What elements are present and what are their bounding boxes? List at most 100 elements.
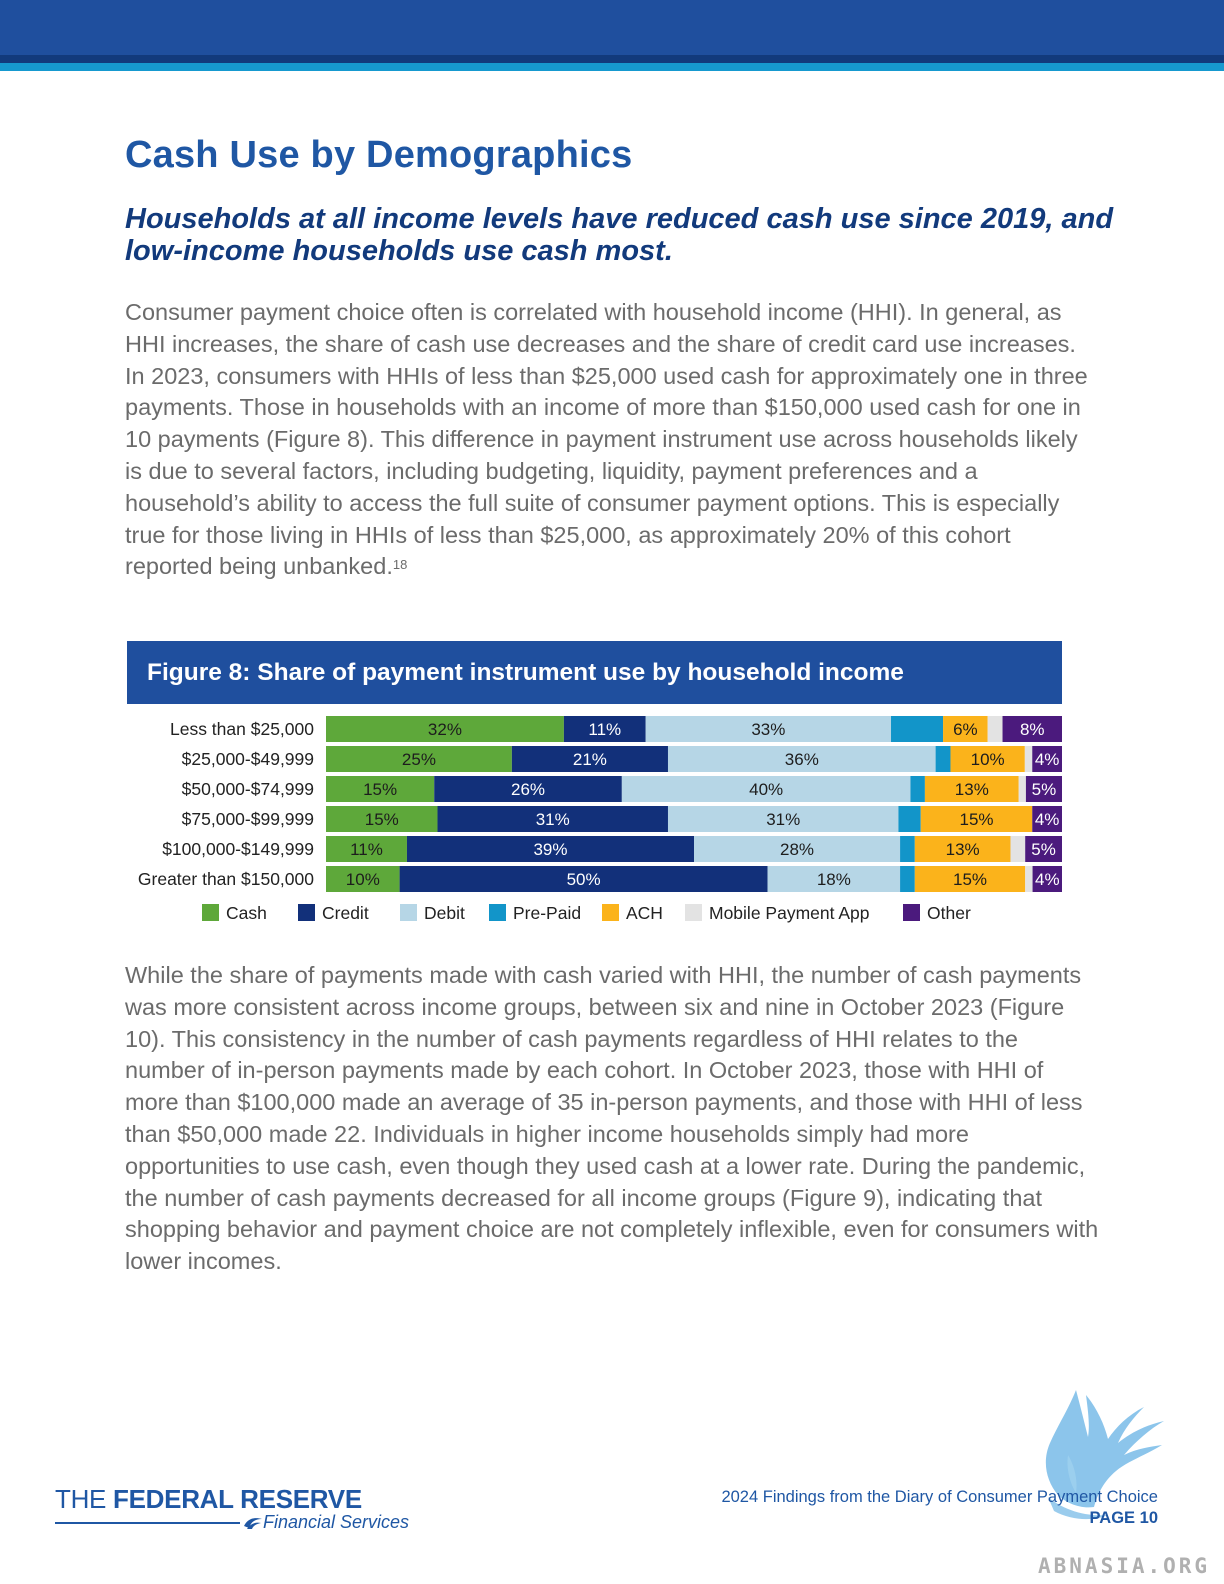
bar-label-credit-4: 39% [533, 840, 567, 859]
bar-label-ach-5: 15% [953, 870, 987, 889]
bar-ach-3 [920, 806, 1033, 832]
legend-swatch-cash [202, 904, 219, 921]
legend-label-other: Other [927, 903, 971, 923]
page-subtitle: Households at all income levels have red… [125, 203, 1114, 267]
bar-debit-1 [667, 746, 936, 772]
page-number: PAGE 10 [1089, 1509, 1158, 1527]
figure-title: Figure 8: Share of payment instrument us… [127, 641, 1062, 704]
legend-swatch-debit [400, 904, 417, 921]
legend-label-debit: Debit [424, 903, 465, 923]
legend-label-ach: ACH [626, 903, 663, 923]
bar-label-credit-2: 26% [511, 780, 545, 799]
category-label-1: $25,000-$49,999 [182, 749, 314, 769]
category-label-4: $100,000-$149,999 [162, 839, 314, 859]
bar-label-cash-0: 32% [428, 720, 462, 739]
legend-label-mobile-payment-app: Mobile Payment App [709, 903, 870, 923]
body-paragraph-text: While the share of payments made with ca… [125, 962, 1099, 1275]
bar-other-5 [1032, 866, 1062, 892]
bar-label-cash-1: 25% [402, 750, 436, 769]
stacked-bar-chart: Less than $25,000 32% 11% 33% 6% 8% $25,000-$4… [138, 716, 1062, 923]
category-label-2: $50,000-$74,999 [182, 779, 314, 799]
legend-swatch-other [903, 904, 920, 921]
legend-label-cash: Cash [226, 903, 267, 923]
bar-cash-5 [326, 866, 400, 892]
bar-credit-2 [434, 776, 622, 802]
bar-debit-2 [621, 776, 911, 802]
bar-cash-4 [326, 836, 407, 862]
legend-swatch-pre-paid [489, 904, 506, 921]
bar-mobile-1 [1024, 746, 1033, 772]
bar-ach-1 [950, 746, 1025, 772]
bar-label-other-3: 4% [1035, 810, 1060, 829]
category-label-5: Greater than $150,000 [138, 869, 314, 889]
page-title: Cash Use by Demographics [125, 134, 633, 176]
swoosh-icon [244, 1518, 262, 1530]
bar-cash-0 [326, 716, 564, 742]
bar-label-credit-0: 11% [588, 720, 621, 739]
bar-label-ach-3: 15% [959, 810, 993, 829]
logo-name: FEDERAL RESERVE [113, 1484, 362, 1514]
bar-debit-4 [694, 836, 901, 862]
intro-paragraph: Consumer payment choice often is correla… [125, 297, 1100, 583]
bar-label-ach-2: 13% [955, 780, 989, 799]
bar-debit-3 [667, 806, 899, 832]
bar-label-other-4: 5% [1031, 840, 1056, 859]
bar-label-debit-4: 28% [780, 840, 814, 859]
page-footer: 2024 Findings from the Diary of Consumer… [600, 1487, 1158, 1529]
bar-cash-1 [326, 746, 512, 772]
bar-label-cash-5: 10% [346, 870, 380, 889]
bar-debit-0 [645, 716, 892, 742]
bar-label-cash-4: 11% [350, 840, 383, 859]
bar-label-other-5: 4% [1035, 870, 1060, 889]
bar-prepaid-3 [898, 806, 921, 832]
report-name: 2024 Findings from the Diary of Consumer… [721, 1488, 1158, 1506]
top-banner-stripe-dark [0, 55, 1224, 63]
legend-label-credit: Credit [322, 903, 369, 923]
bar-credit-3 [437, 806, 668, 832]
intro-paragraph-text: Consumer payment choice often is correla… [125, 299, 1088, 580]
bar-label-debit-2: 40% [749, 780, 783, 799]
bar-label-debit-3: 31% [766, 810, 800, 829]
bar-mobile-2 [1018, 776, 1026, 802]
griffin-watermark-icon [1028, 1385, 1178, 1525]
bar-other-2 [1025, 776, 1062, 802]
bar-prepaid-2 [910, 776, 925, 802]
bar-prepaid-0 [891, 716, 944, 742]
bar-label-cash-2: 15% [363, 780, 397, 799]
bar-label-ach-0: 6% [953, 720, 978, 739]
bar-label-ach-1: 10% [971, 750, 1005, 769]
bar-other-1 [1032, 746, 1062, 772]
bar-mobile-4 [1010, 836, 1026, 862]
bar-label-debit-5: 18% [817, 870, 851, 889]
bar-label-debit-0: 33% [751, 720, 785, 739]
bar-cash-3 [326, 806, 438, 832]
bar-prepaid-1 [935, 746, 951, 772]
bar-label-credit-5: 50% [567, 870, 601, 889]
legend-label-pre-paid: Pre-Paid [513, 903, 581, 923]
bar-ach-2 [924, 776, 1019, 802]
watermark-text: ABNASIA.ORG [1038, 1554, 1211, 1578]
bar-ach-0 [943, 716, 988, 742]
bar-mobile-5 [1025, 866, 1033, 892]
bar-label-credit-3: 31% [536, 810, 570, 829]
bar-other-0 [1002, 716, 1062, 742]
bar-other-3 [1032, 806, 1062, 832]
bar-debit-5 [767, 866, 901, 892]
top-banner-stripe-light [0, 63, 1224, 71]
legend-swatch-ach [602, 904, 619, 921]
legend-swatch-mobile-payment-app [685, 904, 702, 921]
federal-reserve-logo: THE FEDERAL RESERVE Financial Services [55, 1484, 415, 1544]
bar-label-debit-1: 36% [785, 750, 819, 769]
bar-credit-0 [563, 716, 646, 742]
bar-mobile-0 [987, 716, 1003, 742]
bar-prepaid-5 [900, 866, 915, 892]
footnote-marker[interactable]: 18 [392, 557, 408, 573]
category-label-3: $75,000-$99,999 [182, 809, 314, 829]
bar-other-4 [1025, 836, 1062, 862]
bar-credit-1 [511, 746, 668, 772]
bar-credit-5 [399, 866, 768, 892]
top-banner [0, 0, 1224, 55]
bar-cash-2 [326, 776, 435, 802]
bar-prepaid-4 [900, 836, 915, 862]
bar-label-credit-1: 21% [573, 750, 607, 769]
